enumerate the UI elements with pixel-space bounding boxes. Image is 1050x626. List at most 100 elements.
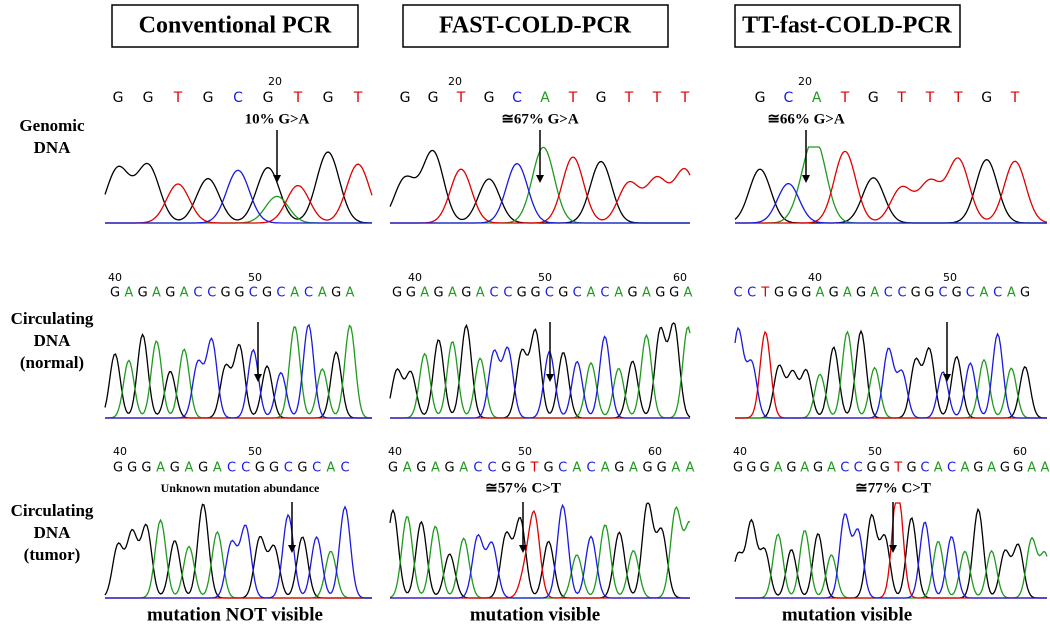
base-letter: A [318, 286, 327, 301]
base-letter: G [269, 461, 279, 476]
base-letter: T [680, 90, 690, 106]
trace [105, 518, 372, 599]
base-letter: G [760, 461, 770, 476]
base-letter: C [783, 90, 793, 106]
trace [735, 150, 1048, 224]
position-number: 40 [388, 445, 402, 458]
base-letter: A [476, 286, 485, 301]
position-number: 50 [518, 445, 532, 458]
base-letter: T [953, 90, 963, 106]
base-letter: A [448, 286, 457, 301]
position-number: 40 [408, 271, 422, 284]
base-letter: G [952, 286, 962, 301]
base-letter: G [138, 286, 148, 301]
base-letter: T [925, 90, 935, 106]
footer: mutation NOT visible [147, 604, 323, 625]
arrow-head [288, 545, 296, 553]
base-letter: A [614, 286, 623, 301]
base-letter: A [870, 286, 879, 301]
base-letter: A [816, 286, 825, 301]
base-letter: G [234, 286, 244, 301]
base-letter: A [774, 461, 783, 476]
base-letter: A [346, 286, 355, 301]
base-letter: G [614, 461, 624, 476]
base-letter: G [856, 286, 866, 301]
column-title: FAST-COLD-PCR [439, 13, 632, 39]
base-letter: G [801, 286, 811, 301]
annotation: ≅77% C>T [855, 480, 931, 496]
arrow-head [254, 374, 262, 382]
base-letter: T [1010, 90, 1020, 106]
base-letter: G [331, 286, 341, 301]
trace [389, 322, 691, 419]
trace [390, 503, 690, 599]
trace [390, 163, 690, 224]
base-letter: A [980, 286, 989, 301]
annotation: 10% G>A [245, 111, 310, 127]
base-letter: A [1007, 286, 1016, 301]
position-number: 40 [108, 271, 122, 284]
base-letter: G [484, 90, 495, 106]
base-letter: G [392, 286, 402, 301]
arrow-head [536, 175, 544, 183]
base-letter: A [843, 286, 852, 301]
row-label: Circulating [11, 309, 94, 328]
trace [390, 335, 690, 419]
base-letter: C [340, 461, 349, 476]
base-letter: A [420, 286, 429, 301]
base-letter: G [1013, 461, 1023, 476]
base-letter: G [416, 461, 426, 476]
position-number: 60 [648, 445, 662, 458]
trace [390, 509, 690, 599]
arrow-head [943, 374, 951, 382]
base-letter: G [400, 90, 411, 106]
base-letter: T [173, 90, 183, 106]
base-letter: G [755, 90, 766, 106]
base-letter: G [911, 286, 921, 301]
base-letter: G [221, 286, 231, 301]
base-letter: G [544, 461, 554, 476]
base-letter: C [558, 461, 567, 476]
base-letter: A [156, 461, 165, 476]
trace [735, 182, 1047, 224]
base-letter: C [503, 286, 512, 301]
base-letter: A [431, 461, 440, 476]
base-letter: T [896, 90, 906, 106]
base-letter: G [110, 286, 120, 301]
annotation: Unknown mutation abundance [161, 481, 320, 495]
base-letter: A [180, 286, 189, 301]
base-letter: G [445, 461, 455, 476]
base-letter: C [993, 286, 1002, 301]
base-letter: A [587, 286, 596, 301]
base-letter: G [973, 461, 983, 476]
base-letter: A [124, 286, 133, 301]
base-letter: A [934, 461, 943, 476]
base-letter: C [207, 286, 216, 301]
trace [104, 332, 372, 419]
position-number: 60 [1013, 445, 1027, 458]
base-letter: G [786, 461, 796, 476]
base-letter: C [884, 286, 893, 301]
base-letter: T [760, 286, 769, 301]
position-number: 60 [673, 271, 687, 284]
base-letter: A [629, 461, 638, 476]
base-letter: G [746, 461, 756, 476]
trace [104, 151, 373, 224]
base-letter: G [263, 90, 274, 106]
position-number: 50 [943, 271, 957, 284]
base-letter: G [558, 286, 568, 301]
trace [389, 502, 690, 599]
base-letter: G [813, 461, 823, 476]
base-letter: G [868, 90, 879, 106]
base-letter: G [596, 90, 607, 106]
arrow-head [273, 175, 281, 183]
base-letter: G [906, 461, 916, 476]
trace [734, 326, 1047, 419]
base-letter: A [827, 461, 836, 476]
base-letter: G [657, 461, 667, 476]
base-letter: G [262, 286, 272, 301]
base-letter: G [170, 461, 180, 476]
position-number: 50 [868, 445, 882, 458]
row-label: (tumor) [24, 545, 81, 564]
base-letter: G [428, 90, 439, 106]
